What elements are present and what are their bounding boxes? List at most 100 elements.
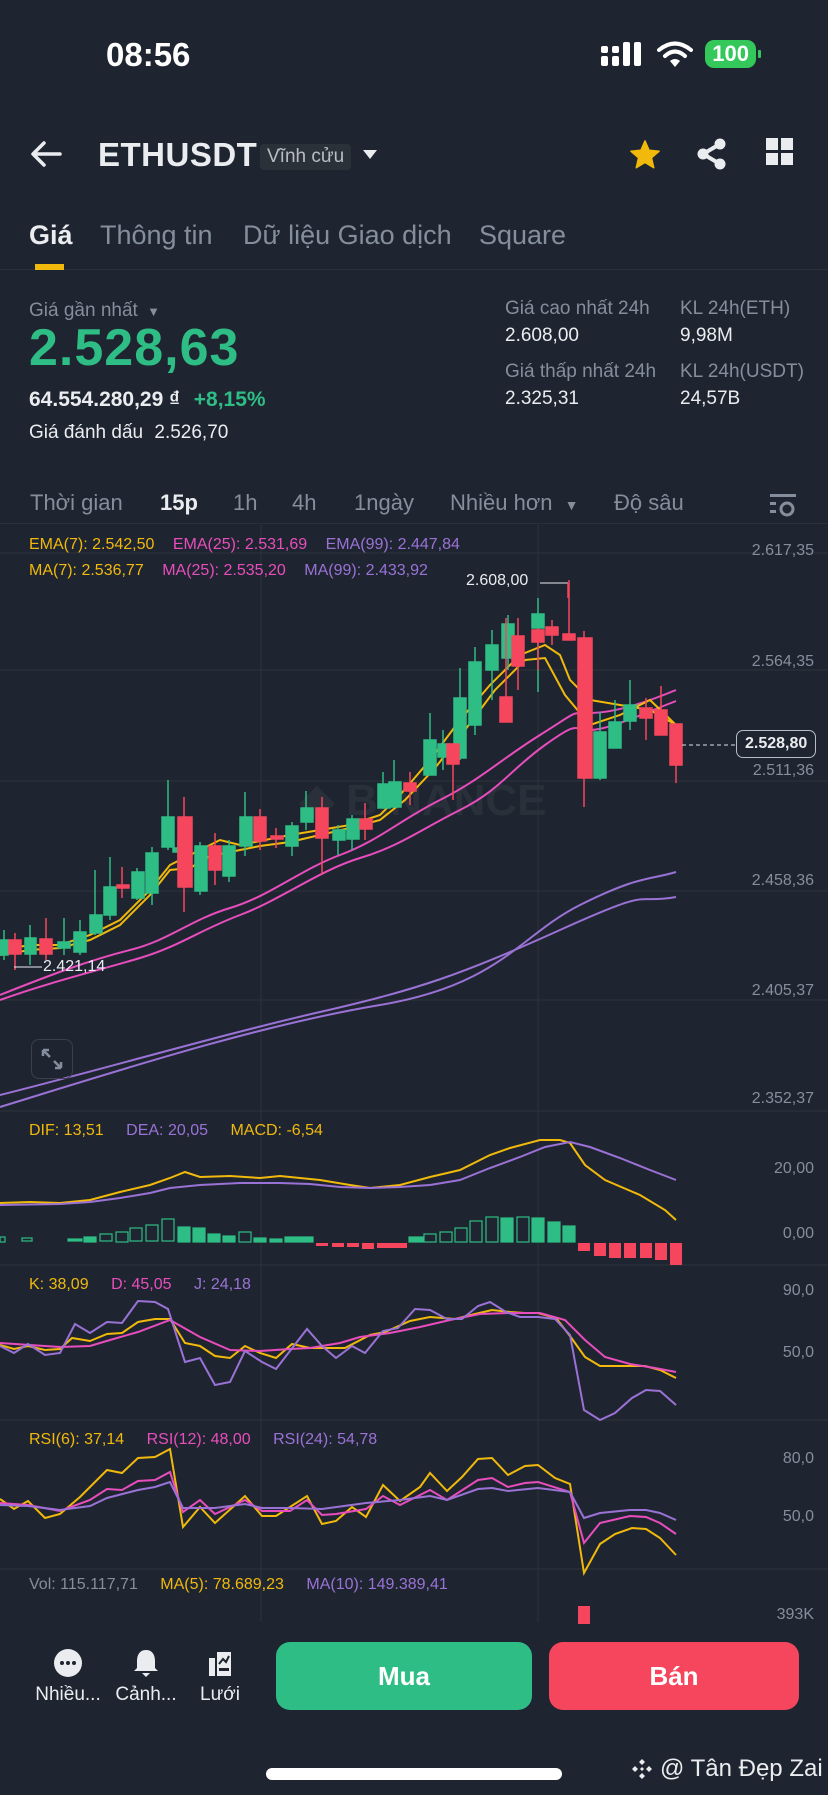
macd-y-label: 20,00 [773, 1160, 814, 1177]
vol-eth-value: 9,98M [680, 325, 733, 346]
more-button[interactable]: Nhiều... [30, 1648, 106, 1706]
share-icon[interactable] [697, 138, 727, 170]
tf-more[interactable]: Nhiều hơn ▼ [450, 490, 578, 516]
bell-icon [134, 1650, 158, 1677]
grid-bot-label: Lưới [200, 1684, 240, 1705]
svg-text:◆ BINANCE: ◆ BINANCE [299, 776, 547, 825]
low-24h-value: 2.325,31 [505, 388, 579, 409]
high-24h-value: 2.608,00 [505, 325, 579, 346]
ma25-value: MA(25): 2.535,20 [162, 562, 286, 579]
macd-legend: DIF: 13,51 DEA: 20,05 MACD: -6,54 [29, 1122, 323, 1140]
y-axis-label: 2.458,36 [751, 872, 814, 889]
alert-button[interactable]: Cảnh... [108, 1648, 184, 1706]
ema-legend: EMA(7): 2.542,50 EMA(25): 2.531,69 EMA(9… [29, 536, 460, 554]
cellular-signal-icon [601, 42, 642, 66]
mark-price-row: Giá đánh dấu 2.526,70 [29, 422, 228, 444]
symbol-title[interactable]: ETHUSDT [98, 136, 258, 173]
watermark-text: @ Tân Đẹp Zai [660, 1755, 823, 1782]
high-price-marker: 2.608,00 [466, 572, 529, 589]
kdj-y-label: 50,0 [782, 1344, 814, 1361]
active-tab-indicator [35, 264, 64, 270]
symbol-dropdown-icon[interactable] [363, 150, 377, 159]
back-arrow-icon[interactable] [30, 140, 62, 168]
vol-usdt-value: 24,57B [680, 388, 741, 409]
fiat-value: 64.554.280,29 ₫ [29, 388, 180, 411]
tf-time[interactable]: Thời gian [30, 490, 123, 515]
tab-price[interactable]: Giá [29, 220, 73, 250]
vol-ma5-value: MA(5): 78.689,23 [160, 1576, 284, 1593]
j-value: J: 24,18 [194, 1276, 251, 1293]
more-label: Nhiều... [35, 1684, 101, 1705]
tf-15m[interactable]: 15p [160, 490, 198, 515]
fullscreen-button[interactable] [31, 1039, 73, 1079]
volume-y-label: 393K [776, 1606, 814, 1623]
last-price-dropdown-icon: ▼ [147, 304, 160, 319]
last-price-label[interactable]: Giá gần nhất ▼ [29, 300, 160, 322]
current-price-tag: 2.528,80 [736, 730, 817, 758]
tab-square[interactable]: Square [479, 220, 567, 250]
sell-button[interactable]: Bán [549, 1642, 799, 1710]
vol-usdt-label: KL 24h(USDT) [680, 361, 804, 382]
binance-logo-icon [632, 1759, 652, 1779]
price-chart[interactable]: ◆ BINANCE [0, 525, 828, 1625]
grid-bot-button[interactable]: Lưới [186, 1648, 254, 1706]
low-price-marker: 2.421,14 [43, 958, 106, 975]
price-secondary-row: 64.554.280,29 ₫ +8,15% [29, 388, 266, 412]
vol-ma10-value: MA(10): 149.389,41 [306, 1576, 448, 1593]
vol-value: Vol: 115.117,71 [29, 1576, 138, 1593]
tf-1h[interactable]: 1h [233, 490, 258, 515]
macd-value: MACD: -6,54 [230, 1122, 323, 1139]
macd-y-label: 0,00 [782, 1225, 814, 1242]
last-price: 2.528,63 [29, 319, 240, 377]
vol-eth-label: KL 24h(ETH) [680, 298, 791, 319]
ema25-value: EMA(25): 2.531,69 [172, 536, 308, 553]
wifi-icon [657, 41, 694, 67]
mark-price-label: Giá đánh dấu [29, 422, 144, 443]
ema99-value: EMA(99): 2.447,84 [325, 536, 460, 553]
user-watermark: @ Tân Đẹp Zai [630, 1755, 823, 1783]
tf-more-caret-icon: ▼ [564, 497, 579, 513]
volume-legend: Vol: 115.117,71 MA(5): 78.689,23 MA(10):… [29, 1576, 448, 1594]
grid-layout-icon[interactable] [766, 138, 794, 166]
kdj-y-label: 90,0 [782, 1282, 814, 1299]
tf-depth[interactable]: Độ sâu [614, 490, 684, 515]
k-value: K: 38,09 [29, 1276, 89, 1293]
expand-icon [41, 1048, 63, 1070]
header: ETHUSDT Vĩnh cửu [0, 128, 828, 184]
more-icon [54, 1649, 82, 1677]
rsi-y-label: 80,0 [782, 1450, 814, 1467]
buy-button[interactable]: Mua [276, 1642, 532, 1710]
ma99-value: MA(99): 2.433,92 [304, 562, 428, 579]
tf-more-label: Nhiều hơn [450, 490, 553, 515]
d-value: D: 45,05 [111, 1276, 172, 1293]
y-axis-label: 2.617,35 [751, 542, 814, 559]
main-tabs: Giá Thông tin Dữ liệu Giao dịch Square [0, 218, 828, 270]
battery-indicator: 100 [705, 40, 761, 68]
change-percent: +8,15% [193, 388, 266, 411]
star-icon[interactable] [628, 138, 662, 172]
rsi12-value: RSI(12): 48,00 [146, 1431, 251, 1448]
tf-4h[interactable]: 4h [292, 490, 317, 515]
timeframe-bar: Thời gian 15p 1h 4h 1ngày Nhiều hơn ▼ Độ… [0, 486, 828, 524]
home-indicator [266, 1768, 562, 1780]
tf-1d[interactable]: 1ngày [354, 490, 414, 515]
high-24h-label: Giá cao nhất 24h [505, 298, 650, 319]
rsi-legend: RSI(6): 37,14 RSI(12): 48,00 RSI(24): 54… [29, 1431, 377, 1449]
status-time: 08:56 [106, 36, 191, 73]
ma7-value: MA(7): 2.536,77 [29, 562, 144, 579]
contract-type-badge: Vĩnh cửu [260, 144, 352, 170]
rsi-y-label: 50,0 [782, 1508, 814, 1525]
status-icons: 100 [601, 40, 761, 68]
y-axis-label: 2.564,35 [751, 653, 814, 670]
y-axis-label: 2.511,36 [752, 762, 814, 779]
chart-settings-icon[interactable] [770, 494, 796, 518]
dea-value: DEA: 20,05 [126, 1122, 208, 1139]
dif-value: DIF: 13,51 [29, 1122, 104, 1139]
tab-info[interactable]: Thông tin [100, 220, 213, 250]
kdj-legend: K: 38,09 D: 45,05 J: 24,18 [29, 1276, 251, 1294]
tab-trading-data[interactable]: Dữ liệu Giao dịch [243, 220, 452, 250]
low-24h-label: Giá thấp nhất 24h [505, 361, 657, 382]
rsi6-value: RSI(6): 37,14 [29, 1431, 125, 1448]
alert-label: Cảnh... [115, 1684, 177, 1705]
y-axis-label: 2.405,37 [751, 982, 814, 999]
